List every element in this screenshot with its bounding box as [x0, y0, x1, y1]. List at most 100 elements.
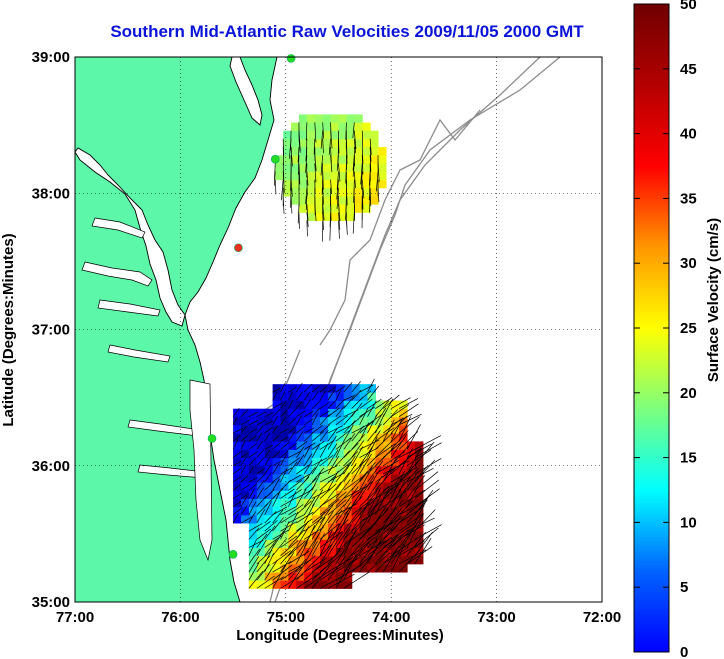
velocity-cell	[312, 482, 321, 491]
velocity-arrow	[303, 466, 316, 483]
velocity-arrow	[280, 410, 288, 417]
velocity-cell	[233, 441, 242, 450]
velocity-arrow	[327, 443, 338, 458]
velocity-cell	[359, 449, 369, 459]
velocity-arrow	[272, 460, 284, 467]
velocity-cell	[296, 482, 305, 491]
velocity-cell	[312, 490, 321, 499]
velocity-arrow	[232, 492, 243, 499]
velocity-arrow	[367, 423, 382, 442]
velocity-cell	[330, 204, 340, 213]
velocity-cell	[383, 474, 392, 483]
velocity-cell	[280, 514, 290, 524]
velocity-cell	[298, 171, 308, 181]
velocity-cell	[312, 449, 321, 459]
velocity-cell	[354, 155, 363, 164]
velocity-cell	[283, 163, 292, 172]
velocity-arrow	[248, 539, 264, 548]
river-inlets	[81, 217, 213, 562]
velocity-cell	[343, 441, 353, 450]
velocity-arrow	[240, 475, 249, 483]
velocity-arrow	[288, 391, 293, 401]
velocity-cell	[399, 400, 408, 410]
velocity-arrow	[303, 497, 316, 515]
velocity-cell	[314, 138, 324, 148]
velocity-cell	[370, 196, 379, 205]
velocity-cell	[296, 555, 305, 565]
x-tick-label: 75:00	[267, 609, 305, 626]
velocity-cell	[314, 179, 324, 189]
velocity-cell	[362, 122, 371, 132]
velocity-arrow	[272, 442, 281, 450]
velocity-arrow	[319, 440, 335, 450]
velocity-arrow	[232, 451, 242, 458]
north-velocity-patch	[275, 114, 387, 221]
station-marker	[207, 434, 217, 443]
velocity-arrow	[343, 571, 370, 589]
velocity-cell	[288, 449, 297, 459]
velocity-arrow	[280, 552, 295, 573]
velocity-cell	[370, 155, 379, 164]
velocity-arrow	[248, 527, 260, 540]
velocity-cell	[320, 441, 329, 450]
velocity-arrow	[248, 556, 260, 573]
velocity-cell	[327, 416, 337, 426]
velocity-cell	[399, 547, 408, 557]
velocity-cell	[383, 408, 392, 418]
velocity-cell	[256, 531, 266, 540]
velocity-cell	[327, 400, 337, 410]
velocity-arrow	[351, 402, 363, 417]
velocity-cell	[383, 506, 392, 516]
velocity-cell	[391, 514, 400, 524]
velocity-arrow	[306, 220, 308, 237]
velocity-arrow	[343, 540, 364, 565]
velocity-arrow	[406, 513, 424, 540]
velocity-arrow	[414, 435, 442, 450]
velocity-arrow	[303, 503, 315, 524]
velocity-cell	[256, 441, 266, 450]
velocity-cell	[304, 539, 313, 548]
velocity-cell	[312, 580, 321, 589]
velocity-arrow	[367, 430, 381, 450]
velocity-arrow	[311, 440, 325, 450]
velocity-arrow	[391, 413, 413, 426]
colorbar-tick-label: 35	[680, 190, 697, 207]
velocity-cell	[248, 572, 258, 581]
velocity-arrow	[264, 544, 275, 565]
velocity-arrow	[311, 385, 320, 393]
velocity-arrow	[359, 407, 369, 426]
velocity-cell	[327, 555, 337, 565]
velocity-arrow	[272, 463, 280, 475]
velocity-arrow	[335, 501, 352, 524]
velocity-cell	[327, 514, 337, 524]
velocity-arrow	[248, 477, 258, 483]
velocity-cell	[343, 564, 353, 573]
y-tick-label: 36:00	[32, 458, 70, 475]
velocity-arrow	[280, 450, 289, 458]
velocity-arrow	[398, 459, 420, 483]
velocity-cell	[322, 179, 332, 189]
velocity-arrow	[382, 419, 395, 442]
velocity-arrow	[311, 564, 332, 589]
velocity-arrow	[306, 212, 309, 227]
velocity-arrow	[391, 466, 418, 483]
velocity-arrow	[330, 146, 332, 163]
x-tick-label: 76:00	[161, 609, 199, 626]
velocity-arrow	[296, 572, 321, 589]
velocity-cell	[320, 523, 329, 532]
velocity-arrow	[414, 531, 433, 556]
velocity-arrow	[272, 415, 279, 426]
velocity-cell	[304, 457, 313, 467]
velocity-cell	[264, 547, 274, 557]
velocity-arrow	[383, 476, 411, 491]
velocity-cell	[383, 482, 392, 491]
velocity-cell	[335, 457, 345, 467]
velocity-arrow	[351, 483, 367, 507]
velocity-arrow	[296, 555, 316, 573]
velocity-cell	[367, 384, 376, 393]
velocity-arrow	[303, 391, 311, 401]
velocity-arrow	[351, 526, 374, 548]
velocity-cell	[335, 531, 345, 540]
velocity-cell	[264, 572, 274, 581]
